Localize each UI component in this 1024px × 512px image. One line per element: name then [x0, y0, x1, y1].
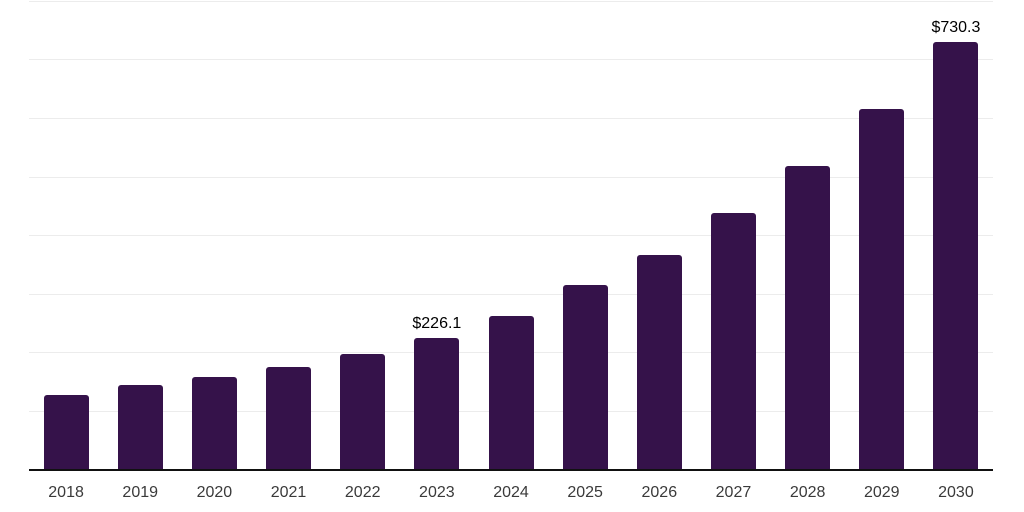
- x-tick-label-2021: 2021: [270, 484, 307, 501]
- bar-2020: [191, 377, 237, 470]
- x-tick-label-2026: 2026: [641, 484, 678, 501]
- x-axis-line: [29, 469, 993, 471]
- x-tick-label-2024: 2024: [493, 484, 529, 501]
- bar-2025: [562, 285, 608, 470]
- gridline: [29, 0, 993, 2]
- bar-2026: [636, 255, 682, 470]
- x-tick-label-2023: 2023: [419, 484, 455, 501]
- bar-2030: [933, 42, 979, 470]
- gridline: [29, 235, 993, 237]
- data-label-2030: $730.3: [931, 19, 981, 37]
- x-tick-label-2025: 2025: [567, 484, 603, 501]
- x-tick-label-2020: 2020: [196, 484, 233, 501]
- x-tick-label-2030: 2030: [938, 484, 974, 501]
- gridline: [29, 59, 993, 61]
- bar-2019: [117, 385, 163, 470]
- bar-2029: [859, 109, 905, 470]
- plot-area: $226.1 $730.3: [29, 0, 993, 470]
- x-tick-label-2019: 2019: [122, 484, 159, 501]
- x-tick-label-2029: 2029: [863, 484, 900, 501]
- gridline: [29, 117, 993, 119]
- x-axis-labels: 2018 2019 2020 2021 2022 2023 2024 2025 2026 2027…: [29, 482, 993, 506]
- bar-2023: [414, 338, 460, 470]
- x-tick-label-2018: 2018: [48, 484, 84, 501]
- bar-2018: [43, 395, 89, 470]
- x-tick-label-2027: 2027: [715, 484, 752, 501]
- bar-2028: [785, 166, 831, 470]
- bar-2027: [710, 213, 756, 470]
- bar-2024: [488, 316, 534, 470]
- gridline: [29, 293, 993, 295]
- bar-2022: [340, 354, 386, 470]
- gridline: [29, 176, 993, 178]
- bar-2021: [266, 367, 312, 470]
- x-tick-label-2028: 2028: [789, 484, 826, 501]
- data-label-2023: $226.1: [412, 314, 462, 332]
- x-tick-label-2022: 2022: [344, 484, 381, 501]
